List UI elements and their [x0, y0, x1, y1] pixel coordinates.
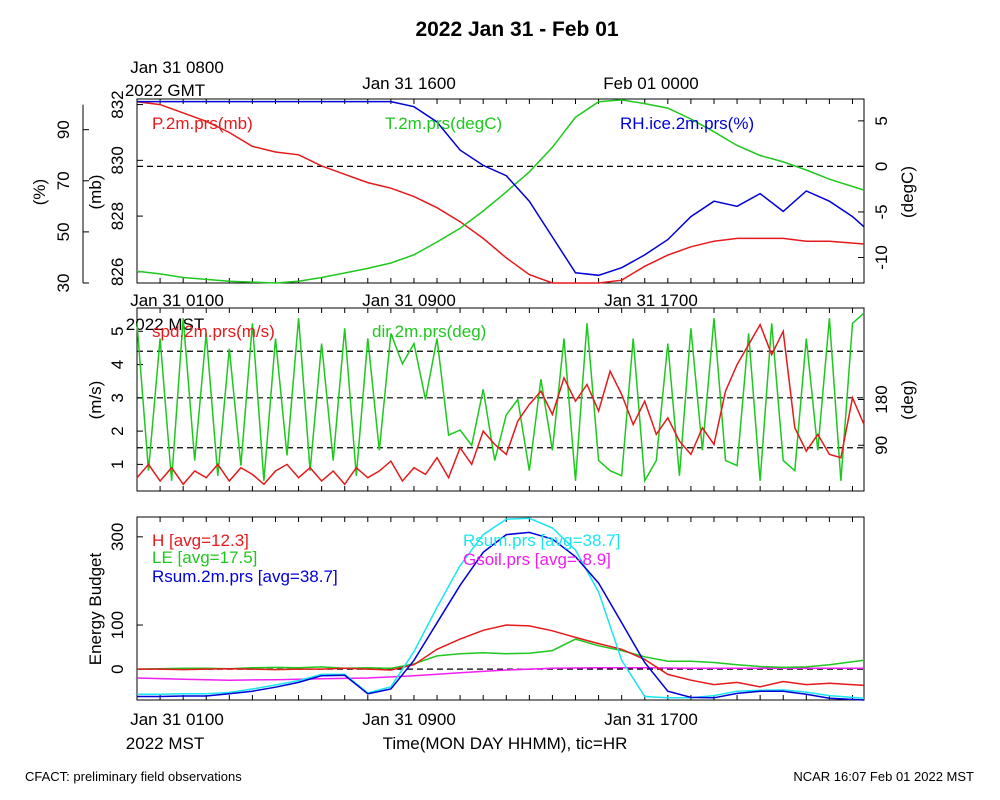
- speed-tick-label: 5: [108, 327, 127, 336]
- direction-axis-label: (deg): [898, 380, 917, 420]
- series-line-spd-2m-prs: [136, 322, 865, 486]
- rh-tick-label: 90: [54, 120, 73, 139]
- legend-pressure: P.2m.prs(mb): [152, 114, 253, 133]
- x-axis-label: Time(MON DAY HHMM), tic=HR: [383, 734, 628, 753]
- energy-tick-label: 100: [108, 611, 127, 639]
- gmt-tick-label-2: Feb 01 0000: [603, 74, 698, 93]
- series-line-le: [136, 638, 865, 670]
- pressure-tick-label: 828: [108, 202, 127, 230]
- legend-speed: spd.2m.prs(m/s): [152, 322, 275, 341]
- pressure-axis-label: (mb): [86, 175, 105, 210]
- pressure-tick-label: 826: [108, 258, 127, 286]
- temp-tick-label: 0: [872, 162, 891, 171]
- footer-right: NCAR 16:07 Feb 01 2022 MST: [793, 769, 974, 784]
- direction-tick-label: 180: [872, 385, 891, 413]
- energy-axis-label: Energy Budget: [86, 552, 105, 665]
- gmt-tick-label-1: Jan 31 1600: [362, 74, 456, 93]
- series-line-gsoil-prs: [136, 667, 864, 681]
- legend-temperature: T.2m.prs(degC): [385, 114, 502, 133]
- legend-rh: RH.ice.2m.prs(%): [620, 114, 754, 133]
- temp-tick-label: 5: [872, 116, 891, 125]
- mst-tick-label-0: Jan 31 0100: [130, 291, 224, 310]
- panel-3-frame: [136, 516, 865, 701]
- rh-tick-label: 70: [54, 171, 73, 190]
- legend-rsum: Rsum.prs [avg=38.7]: [463, 531, 620, 550]
- speed-tick-label: 4: [108, 360, 127, 369]
- series-line-dir-2m-prs: [136, 312, 865, 484]
- gmt-tick-label-0: Jan 31 0800: [130, 58, 224, 77]
- speed-tick-label: 3: [108, 393, 127, 402]
- energy-tick-label: 0: [108, 664, 127, 673]
- series-line-rh-ice-2m-prs-: [137, 100, 865, 277]
- panel-1-frame: [136, 98, 865, 284]
- rh-tick-label: 50: [54, 222, 73, 241]
- legend-gsoil: Gsoil.prs [avg=-8.9]: [463, 550, 611, 569]
- pressure-tick-label: 830: [108, 146, 127, 174]
- temp-tick-label: -5: [872, 204, 891, 219]
- series-line-rsum-prs: [137, 517, 865, 699]
- rh-tick-label: 30: [54, 274, 73, 293]
- legend-rsum-2m: Rsum.2m.prs [avg=38.7]: [152, 567, 338, 586]
- energy-tick-label: 300: [108, 523, 127, 551]
- bottom-tick-label-2: Jan 31 1700: [604, 710, 698, 729]
- direction-tick-label: 90: [872, 436, 891, 455]
- legend-le: LE [avg=17.5]: [152, 548, 257, 567]
- speed-tick-label: 2: [108, 426, 127, 435]
- speed-axis-label: (m/s): [86, 381, 105, 420]
- legend-direction: dir.2m.prs(deg): [372, 322, 486, 341]
- mst-tick-label-1: Jan 31 0900: [362, 291, 456, 310]
- bottom-tick-label-0: Jan 31 0100: [130, 710, 224, 729]
- temp-axis-label: (degC): [898, 166, 917, 218]
- temp-tick-label: -10: [872, 245, 891, 270]
- series-line-p-2m-prs-mb-: [136, 101, 865, 284]
- mst-tick-label-2: Jan 31 1700: [604, 291, 698, 310]
- pressure-tick-label: 832: [108, 90, 127, 118]
- bottom-tick-label-1: Jan 31 0900: [362, 710, 456, 729]
- bottom-year-label: 2022 MST: [126, 734, 204, 753]
- rh-axis-label: (%): [30, 179, 49, 205]
- gmt-year-label: 2022 GMT: [125, 81, 205, 100]
- series-line-rsum-2m-prs: [137, 531, 865, 701]
- series-line-t-2m-prs-degc-: [136, 99, 865, 284]
- chart-title: 2022 Jan 31 - Feb 01: [415, 18, 618, 41]
- footer-left: CFACT: preliminary field observations: [25, 769, 242, 784]
- legend-h: H [avg=12.3]: [152, 531, 249, 550]
- series-line-h: [137, 624, 865, 688]
- speed-tick-label: 1: [108, 460, 127, 469]
